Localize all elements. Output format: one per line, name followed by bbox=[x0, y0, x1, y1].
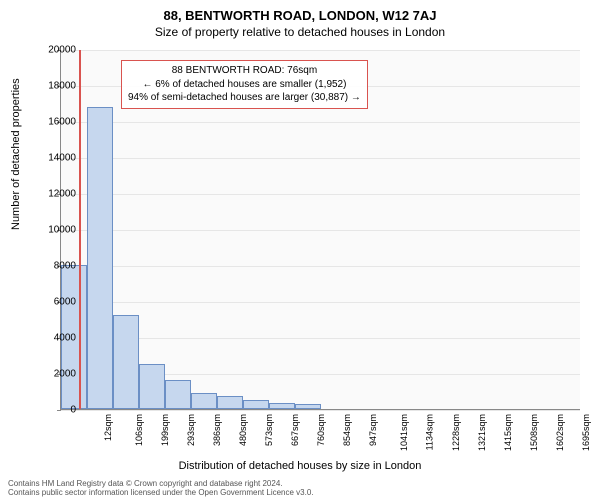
x-tick-label: 1228sqm bbox=[451, 414, 461, 451]
gridline bbox=[61, 158, 580, 159]
x-tick-label: 199sqm bbox=[160, 414, 170, 446]
histogram-bar bbox=[217, 396, 243, 409]
gridline bbox=[61, 122, 580, 123]
x-tick-label: 1695sqm bbox=[581, 414, 591, 451]
x-tick-label: 573sqm bbox=[264, 414, 274, 446]
x-tick-label: 386sqm bbox=[212, 414, 222, 446]
x-tick-label: 1602sqm bbox=[555, 414, 565, 451]
footer-attribution: Contains HM Land Registry data © Crown c… bbox=[8, 479, 314, 498]
y-tick-label: 18000 bbox=[36, 81, 76, 92]
property-marker-line bbox=[79, 50, 81, 409]
x-tick-label: 480sqm bbox=[238, 414, 248, 446]
gridline bbox=[61, 230, 580, 231]
annotation-line2: ← 6% of detached houses are smaller (1,9… bbox=[128, 78, 361, 92]
y-axis-label: Number of detached properties bbox=[10, 78, 22, 230]
histogram-bar bbox=[295, 404, 321, 409]
gridline bbox=[61, 302, 580, 303]
x-tick-label: 1508sqm bbox=[529, 414, 539, 451]
y-tick-label: 12000 bbox=[36, 189, 76, 200]
x-tick-label: 1415sqm bbox=[503, 414, 513, 451]
chart-area: 88 BENTWORTH ROAD: 76sqm← 6% of detached… bbox=[60, 50, 580, 410]
y-tick-label: 10000 bbox=[36, 225, 76, 236]
histogram-bar bbox=[191, 393, 217, 409]
y-tick-label: 6000 bbox=[36, 297, 76, 308]
footer-line1: Contains HM Land Registry data © Crown c… bbox=[8, 479, 314, 489]
x-tick-label: 1134sqm bbox=[424, 414, 434, 450]
plot-area: 88 BENTWORTH ROAD: 76sqm← 6% of detached… bbox=[60, 50, 580, 410]
histogram-bar bbox=[113, 315, 139, 409]
gridline bbox=[61, 50, 580, 51]
x-tick-label: 947sqm bbox=[368, 414, 378, 446]
x-tick-label: 293sqm bbox=[186, 414, 196, 446]
x-tick-label: 760sqm bbox=[316, 414, 326, 446]
gridline bbox=[61, 194, 580, 195]
annotation-box: 88 BENTWORTH ROAD: 76sqm← 6% of detached… bbox=[121, 60, 368, 109]
x-tick-label: 667sqm bbox=[290, 414, 300, 446]
chart-title-sub: Size of property relative to detached ho… bbox=[0, 23, 600, 43]
x-axis-label: Distribution of detached houses by size … bbox=[0, 460, 600, 472]
y-tick-label: 4000 bbox=[36, 333, 76, 344]
chart-title-main: 88, BENTWORTH ROAD, LONDON, W12 7AJ bbox=[0, 0, 600, 23]
x-tick-label: 1041sqm bbox=[399, 414, 409, 451]
gridline bbox=[61, 410, 580, 411]
histogram-bar bbox=[139, 364, 165, 409]
annotation-line3: 94% of semi-detached houses are larger (… bbox=[128, 91, 361, 105]
x-tick-label: 854sqm bbox=[342, 414, 352, 446]
x-tick-label: 12sqm bbox=[103, 414, 113, 441]
y-tick-label: 14000 bbox=[36, 153, 76, 164]
y-tick-label: 8000 bbox=[36, 261, 76, 272]
x-tick-label: 106sqm bbox=[134, 414, 144, 446]
histogram-bar bbox=[165, 380, 191, 409]
y-tick-label: 0 bbox=[36, 405, 76, 416]
y-tick-label: 20000 bbox=[36, 45, 76, 56]
y-tick-label: 16000 bbox=[36, 117, 76, 128]
histogram-bar bbox=[269, 403, 295, 409]
y-tick-label: 2000 bbox=[36, 369, 76, 380]
histogram-bar bbox=[243, 400, 269, 409]
histogram-bar bbox=[87, 107, 113, 409]
gridline bbox=[61, 266, 580, 267]
x-tick-label: 1321sqm bbox=[477, 414, 487, 451]
footer-line2: Contains public sector information licen… bbox=[8, 488, 314, 498]
annotation-line1: 88 BENTWORTH ROAD: 76sqm bbox=[128, 64, 361, 78]
